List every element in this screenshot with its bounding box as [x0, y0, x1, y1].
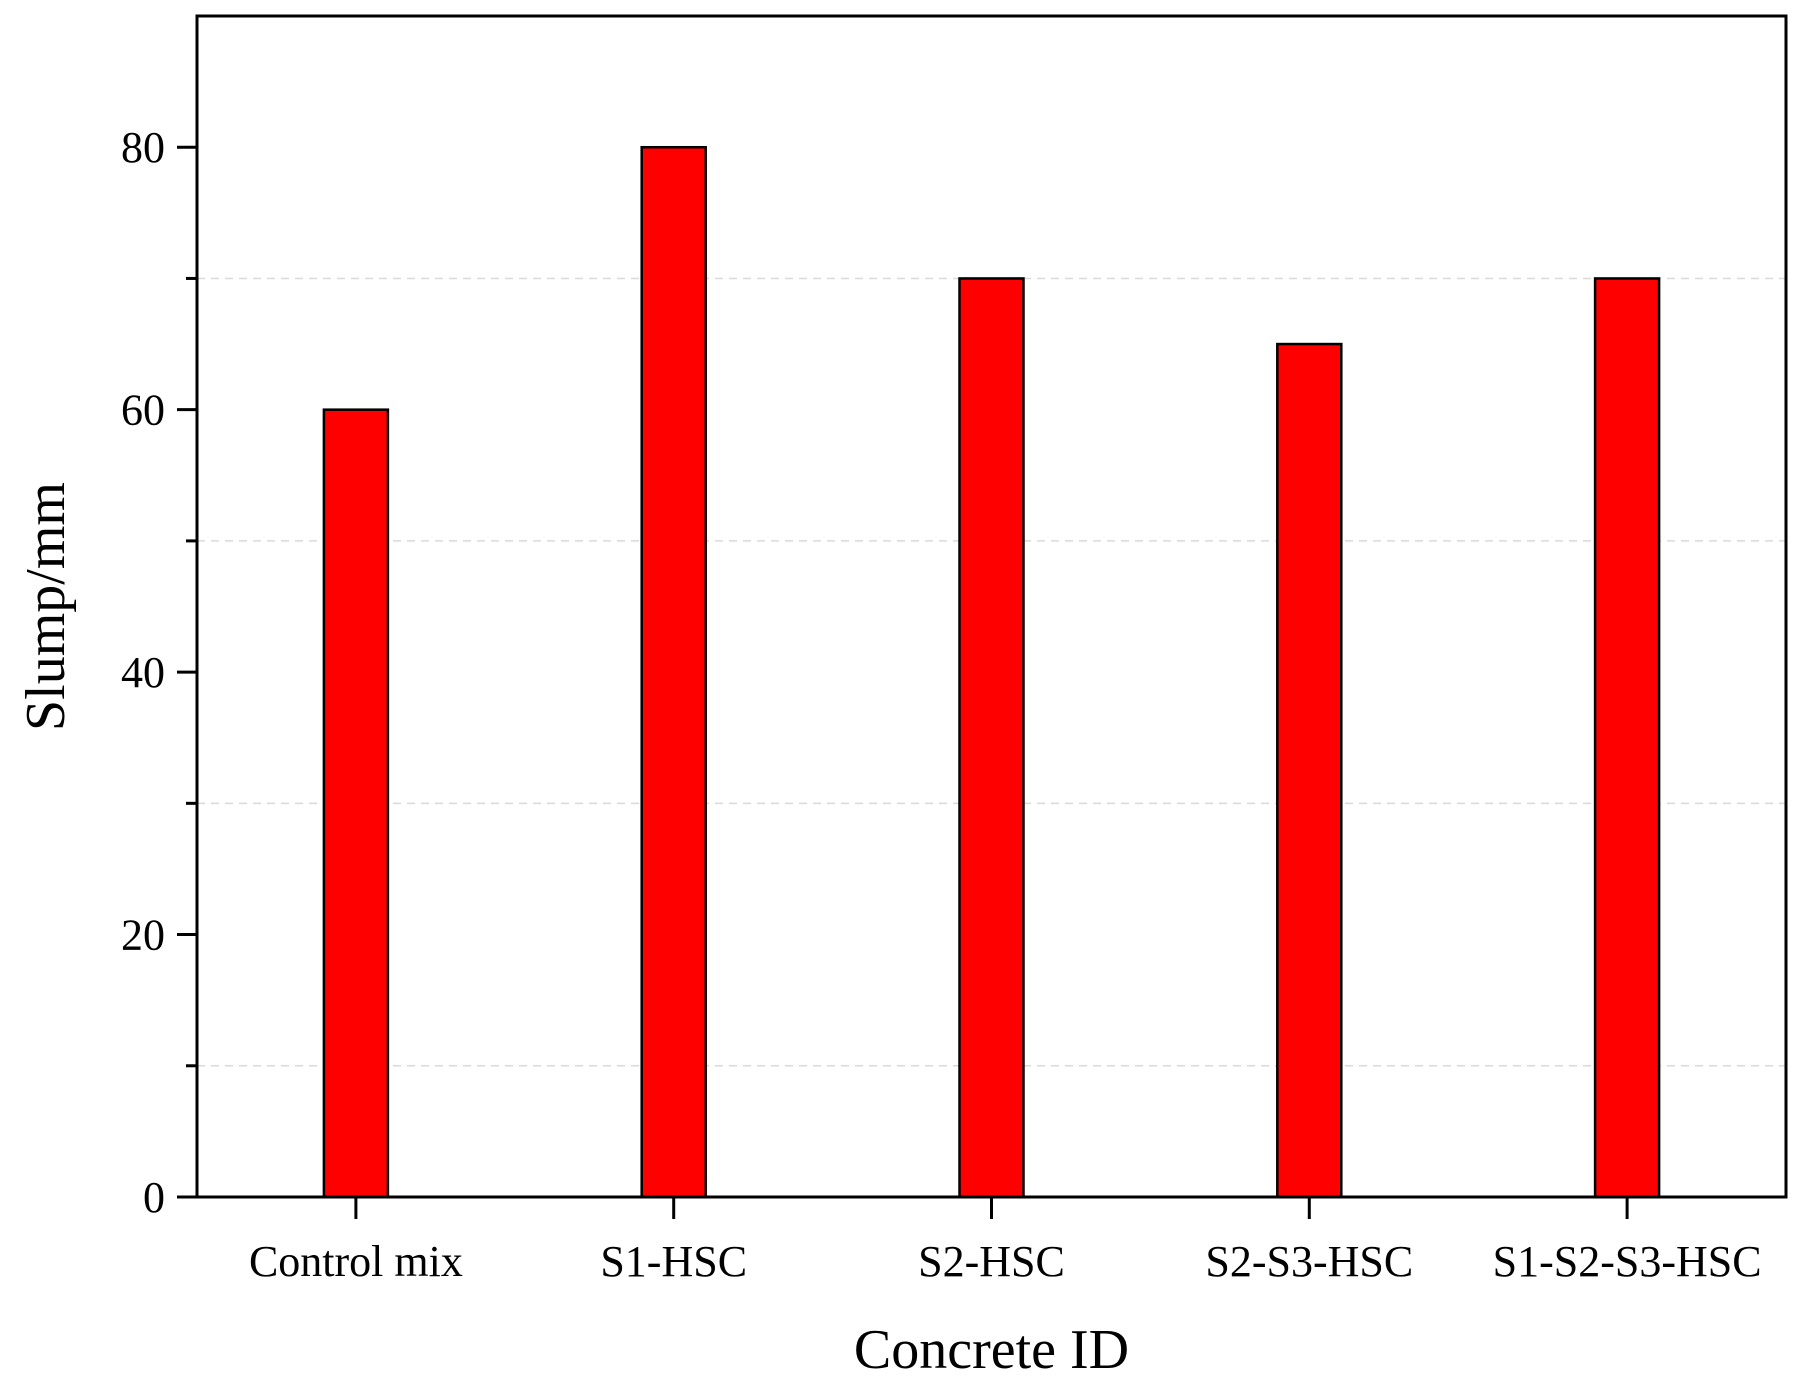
- axis-layer: [177, 14, 1788, 1219]
- x-tick-label-control-mix: Control mix: [249, 1237, 463, 1286]
- label-layer: 0 20 40 60 80 Control mix S1-HSC S2-HSC S2-S3-HS…: [15, 123, 1762, 1381]
- x-tick-label-s1-s2-s3-hsc: S1-S2-S3-HSC: [1493, 1237, 1762, 1286]
- y-tick-label-60: 60: [121, 386, 165, 435]
- x-axis-title: Concrete ID: [854, 1319, 1129, 1381]
- y-tick-label-40: 40: [121, 648, 165, 697]
- y-tick-label-20: 20: [121, 911, 165, 960]
- x-tick-label-s2-s3-hsc: S2-S3-HSC: [1205, 1237, 1413, 1286]
- bar-layer: [322, 145, 1661, 1199]
- bar-s2-s3-hsc: [1276, 342, 1343, 1199]
- x-tick-label-s1-hsc: S1-HSC: [600, 1237, 747, 1286]
- bar-s1-s2-s3-hsc: [1593, 277, 1661, 1199]
- bar-s1-hsc: [640, 145, 707, 1199]
- x-tick-label-s2-hsc: S2-HSC: [918, 1237, 1065, 1286]
- y-tick-label-80: 80: [121, 123, 165, 172]
- bar-control-mix: [322, 408, 390, 1199]
- y-tick-label-0: 0: [143, 1173, 165, 1222]
- bar-s2-hsc: [958, 277, 1025, 1199]
- y-axis-title: Slump/mm: [15, 482, 77, 731]
